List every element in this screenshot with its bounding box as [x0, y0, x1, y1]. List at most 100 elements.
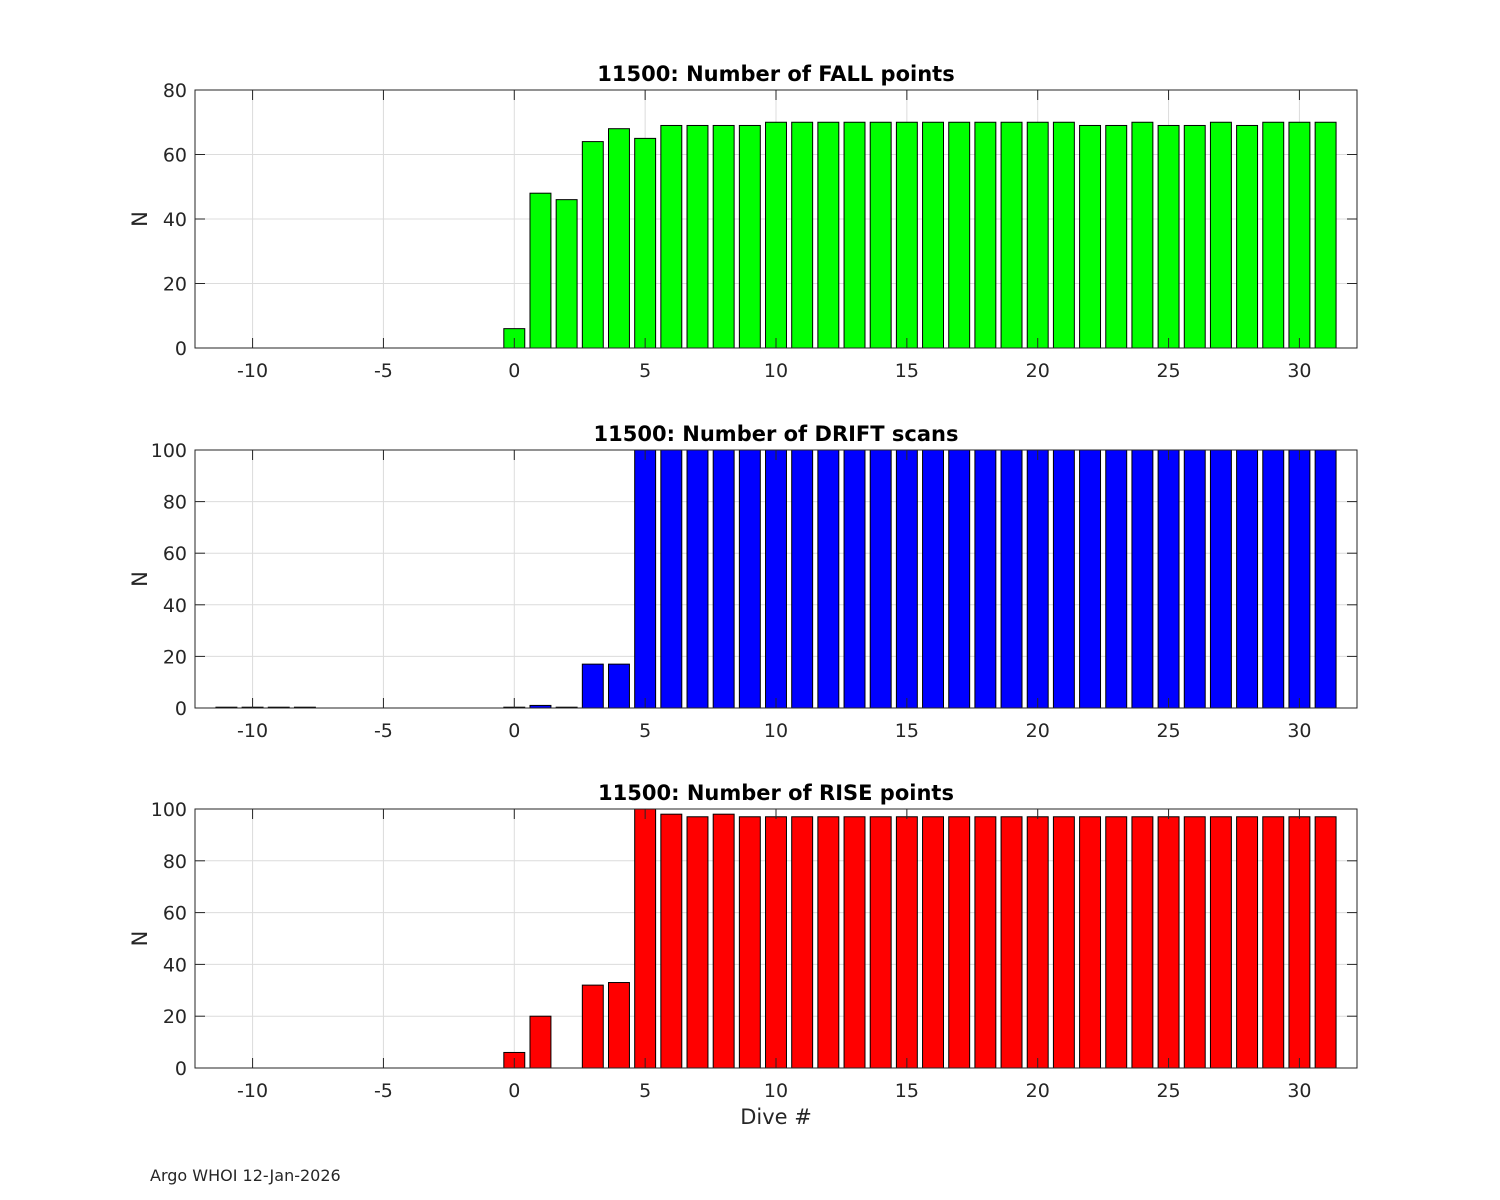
bar: [1079, 449, 1102, 709]
bar: [1000, 816, 1023, 1069]
x-tick-label: 15: [895, 1080, 919, 1102]
bar: [634, 449, 657, 709]
bar: [843, 449, 866, 709]
bar: [1262, 121, 1285, 349]
chart-title: 11500: Number of RISE points: [598, 781, 954, 805]
bar: [1157, 124, 1180, 349]
x-tick-label: -10: [237, 360, 268, 382]
x-tick-label: 10: [764, 360, 788, 382]
bar: [948, 449, 971, 709]
y-tick-label: 40: [163, 954, 187, 976]
chart-panel-3: -10 -5 0 5 10 15 20 25 30 0 20 40 60 80 100 11500: Numb…: [128, 781, 1358, 1129]
bar: [529, 192, 552, 349]
bar: [1288, 121, 1311, 349]
x-tick-label: -5: [374, 1080, 393, 1102]
bar: [791, 816, 814, 1069]
chart-title: 11500: Number of FALL points: [597, 62, 954, 86]
bar: [1288, 816, 1311, 1069]
x-tick-label: 30: [1287, 360, 1311, 382]
bar: [765, 449, 787, 709]
y-tick-label: 80: [163, 492, 187, 514]
bar: [922, 449, 944, 709]
x-tick-label: -5: [374, 720, 393, 742]
bar: [1105, 449, 1128, 709]
bar: [529, 1015, 552, 1069]
x-tick-label: 0: [508, 360, 520, 382]
bar: [1236, 816, 1259, 1069]
y-tick-label: 60: [163, 543, 187, 565]
bar: [869, 449, 892, 709]
x-tick-label: 20: [1026, 720, 1050, 742]
y-tick-label: 100: [151, 799, 187, 821]
bar: [738, 449, 761, 709]
x-tick-label: 5: [639, 720, 651, 742]
x-tick-label: 25: [1156, 720, 1180, 742]
bar: [634, 808, 657, 1069]
bar: [1262, 449, 1285, 709]
x-tick-label: 5: [639, 360, 651, 382]
x-tick-label: 15: [895, 720, 919, 742]
x-tick-label: 30: [1287, 1080, 1311, 1102]
bar: [1131, 816, 1154, 1069]
bar: [686, 816, 709, 1069]
bar: [1000, 121, 1023, 349]
bar: [765, 816, 787, 1069]
bar: [660, 813, 683, 1069]
bar: [1262, 816, 1285, 1069]
bar: [948, 816, 971, 1069]
y-tick-label: 80: [163, 851, 187, 873]
bar: [608, 663, 630, 709]
bar: [686, 124, 709, 349]
y-tick-label: 40: [163, 209, 187, 231]
bar: [1026, 121, 1049, 349]
bar: [686, 449, 709, 709]
y-tick-label: 20: [163, 274, 187, 296]
x-tick-label: 30: [1287, 720, 1311, 742]
bar: [1157, 449, 1180, 709]
chart-panel-2: -10 -5 0 5 10 15 20 25 30 0 20 40 60 80 100 11500: Numb…: [128, 422, 1358, 742]
bar: [712, 124, 735, 349]
bar: [895, 816, 918, 1069]
x-tick-label: 10: [764, 720, 788, 742]
x-axis-label: Dive #: [740, 1105, 812, 1129]
bar: [634, 137, 657, 349]
bar: [843, 121, 866, 349]
bar: [1209, 121, 1232, 349]
bar: [1236, 124, 1259, 349]
bar: [1209, 816, 1232, 1069]
y-tick-label: 60: [163, 903, 187, 925]
bar: [1157, 816, 1180, 1069]
bar: [895, 449, 918, 709]
bar: [922, 121, 944, 349]
x-tick-label: -10: [237, 720, 268, 742]
bar: [1314, 121, 1337, 349]
x-tick-label: 25: [1156, 360, 1180, 382]
bar: [608, 982, 630, 1069]
bar: [555, 199, 578, 349]
y-tick-label: 0: [175, 1058, 187, 1080]
bar: [1183, 449, 1206, 709]
bar: [948, 121, 971, 349]
y-tick-label: 100: [151, 440, 187, 462]
bar: [895, 121, 918, 349]
y-tick-label: 20: [163, 646, 187, 668]
y-tick-label: 40: [163, 595, 187, 617]
bar: [1052, 121, 1075, 349]
bar: [922, 816, 944, 1069]
bar: [1131, 449, 1154, 709]
y-tick-label: 0: [175, 698, 187, 720]
bar: [843, 816, 866, 1069]
bar: [581, 984, 604, 1069]
bar: [1209, 449, 1232, 709]
bar: [1000, 449, 1023, 709]
bar: [1079, 816, 1102, 1069]
bar: [1236, 449, 1259, 709]
bar: [1105, 816, 1128, 1069]
bar: [1079, 124, 1102, 349]
x-tick-label: 15: [895, 360, 919, 382]
bar: [712, 449, 735, 709]
bar: [608, 128, 630, 349]
x-tick-label: 5: [639, 1080, 651, 1102]
bar: [581, 141, 604, 349]
